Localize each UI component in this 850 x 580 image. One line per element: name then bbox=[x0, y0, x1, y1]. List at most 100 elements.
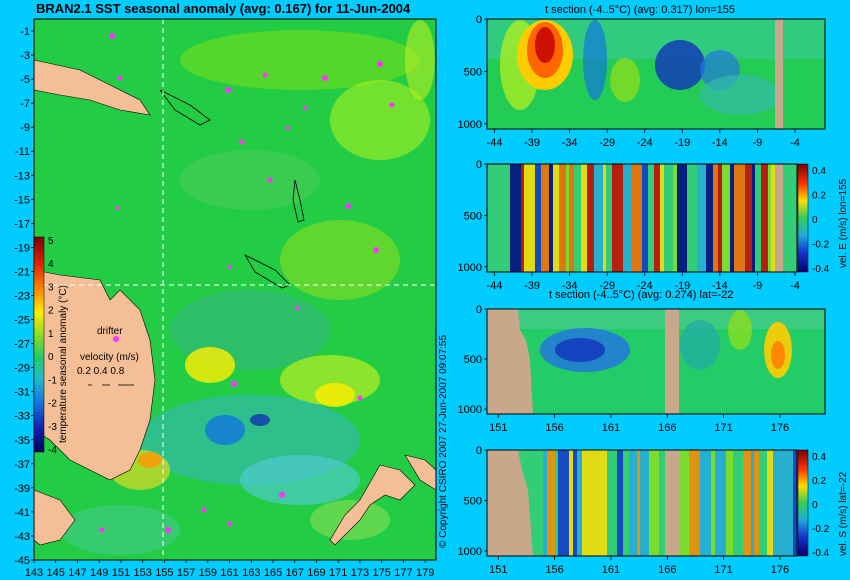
new-guinea bbox=[33, 59, 151, 116]
x-tick-label: 161 bbox=[602, 422, 620, 434]
y-tick-label: -21 bbox=[14, 266, 30, 278]
x-tick-label: 163 bbox=[242, 567, 260, 579]
y-tick-label: -27 bbox=[14, 339, 30, 351]
x-tick-label: 145 bbox=[47, 567, 65, 579]
drifter-label: drifter bbox=[97, 326, 123, 337]
vel-e-label: vel. E (m/s) lon=155 bbox=[838, 178, 849, 268]
x-tick-label: -44 bbox=[487, 280, 503, 292]
lat-t-y-ticks: 0 500 1000 bbox=[458, 304, 487, 416]
y-tick-label: -3 bbox=[20, 50, 30, 62]
section-title-lat: t section (-4..5°C) (avg: 0.274) lat=-22 bbox=[549, 289, 733, 301]
colorbar-tick-label: 5 bbox=[48, 236, 54, 247]
y-tick-label: -11 bbox=[15, 146, 30, 158]
t-section-lat bbox=[486, 308, 826, 415]
lat-v-x-ticks: 151 156 161 166 171 176 bbox=[489, 556, 789, 576]
velocity-scale: 0.2 0.4 0.8 bbox=[77, 366, 125, 377]
anomaly-map: 5 4 3 2 1 0 -1 -2 -3 -4 temperature seasonal anom… bbox=[14, 18, 437, 579]
colorbar-ticks: 5 4 3 2 1 0 -1 -2 -3 -4 bbox=[48, 236, 57, 456]
y-tick-label: -29 bbox=[14, 363, 30, 375]
vel-e-colorbar bbox=[797, 163, 809, 273]
x-tick-label: 176 bbox=[771, 564, 789, 576]
x-tick-label: 176 bbox=[771, 422, 789, 434]
x-tick-label: -39 bbox=[524, 137, 540, 149]
colorbar-tick-label: -4 bbox=[48, 445, 57, 456]
copyright: © Copyright CSIRO 2007 27-Jun-2007 09:07… bbox=[438, 335, 449, 548]
page-title: BRAN2.1 SST seasonal anomaly (avg: 0.167… bbox=[36, 1, 411, 16]
x-tick-label: -44 bbox=[487, 137, 503, 149]
t-section-lon bbox=[486, 18, 826, 130]
lon-t-x-ticks: -44 -39 -34 -29 -24 -19 -14 -9 -4 bbox=[487, 129, 800, 149]
x-tick-label: -19 bbox=[674, 137, 690, 149]
x-tick-label: 166 bbox=[658, 564, 676, 576]
y-tick-label: -33 bbox=[14, 411, 30, 423]
x-tick-label: 161 bbox=[602, 564, 620, 576]
y-tick-label: -35 bbox=[14, 435, 30, 447]
map-legend: drifter velocity (m/s) 0.2 0.4 0.8 bbox=[77, 326, 139, 386]
x-tick-label: 159 bbox=[199, 567, 217, 579]
y-tick-label: -17 bbox=[14, 218, 30, 230]
velocity-label: velocity (m/s) bbox=[80, 352, 139, 363]
x-tick-label: 157 bbox=[177, 567, 195, 579]
land-masses bbox=[33, 59, 437, 546]
x-tick-label: 156 bbox=[545, 422, 563, 434]
solomon-islands bbox=[159, 89, 211, 126]
colorbar-tick-label: 2 bbox=[48, 306, 54, 317]
new-zealand-south bbox=[329, 464, 416, 546]
x-tick-label: 169 bbox=[307, 567, 325, 579]
y-tick-label: -7 bbox=[20, 98, 30, 110]
y-tick-label: -31 bbox=[14, 387, 30, 399]
y-tick-label: 500 bbox=[464, 210, 482, 222]
y-tick-label: -5 bbox=[20, 74, 30, 86]
y-tick-label: 1000 bbox=[458, 119, 482, 131]
map-y-ticks: -1 -3 -5 -7 -9 -11 -13 -15 -17 -19 -21 -23 -25 -27 -29… bbox=[14, 26, 34, 567]
x-tick-label: 171 bbox=[329, 567, 347, 579]
x-tick-label: 153 bbox=[133, 567, 151, 579]
y-tick-label: -13 bbox=[14, 170, 30, 182]
y-tick-label: -43 bbox=[14, 531, 30, 543]
y-tick-label: -39 bbox=[14, 483, 30, 495]
y-tick-label: -25 bbox=[14, 315, 30, 327]
colorbar-tick-label: -2 bbox=[48, 399, 57, 410]
y-tick-label: -19 bbox=[14, 242, 30, 254]
x-tick-label: 147 bbox=[68, 567, 86, 579]
y-tick-label: 0 bbox=[476, 14, 482, 26]
colorbar-tick-label: 0 bbox=[48, 352, 54, 363]
colorbar-tick-label: 1 bbox=[48, 329, 54, 340]
new-caledonia bbox=[243, 254, 291, 289]
section-title-lon: t section (-4..5°C) (avg: 0.317) lon=155 bbox=[545, 4, 735, 16]
vanuatu bbox=[292, 179, 305, 223]
colorbar-tick-label: -0.2 bbox=[812, 240, 830, 251]
y-tick-label: 1000 bbox=[458, 404, 482, 416]
v-section-lat bbox=[486, 449, 798, 557]
y-tick-label: 1000 bbox=[458, 262, 482, 274]
y-tick-label: 0 bbox=[476, 159, 482, 171]
x-tick-label: -34 bbox=[562, 137, 578, 149]
y-tick-label: -1 bbox=[20, 26, 30, 38]
x-tick-label: -39 bbox=[524, 280, 540, 292]
vel-s-colorbar bbox=[797, 449, 809, 557]
y-tick-label: -9 bbox=[20, 122, 30, 134]
y-tick-label: -45 bbox=[14, 555, 30, 567]
x-tick-label: -34 bbox=[562, 280, 578, 292]
x-tick-label: 151 bbox=[112, 567, 130, 579]
x-tick-label: 161 bbox=[220, 567, 238, 579]
colorbar-tick-label: -3 bbox=[48, 422, 57, 433]
drifters bbox=[99, 33, 395, 533]
anomaly-field bbox=[60, 20, 435, 555]
x-tick-label: -9 bbox=[753, 137, 763, 149]
y-tick-label: -37 bbox=[14, 459, 30, 471]
y-tick-label: 0 bbox=[476, 445, 482, 457]
lat-t-x-ticks: 151 156 161 166 171 176 bbox=[489, 414, 789, 434]
x-tick-label: -9 bbox=[753, 280, 763, 292]
lon-u-x-ticks: -44 -39 -34 -29 -24 -19 -14 -9 -4 bbox=[487, 272, 800, 292]
anomaly-colorbar bbox=[33, 236, 45, 453]
x-tick-label: 166 bbox=[658, 422, 676, 434]
x-tick-label: -4 bbox=[790, 280, 800, 292]
x-tick-label: -19 bbox=[674, 280, 690, 292]
x-tick-label: 149 bbox=[90, 567, 108, 579]
x-tick-label: -4 bbox=[790, 137, 800, 149]
x-tick-label: 171 bbox=[714, 422, 732, 434]
x-tick-label: 171 bbox=[714, 564, 732, 576]
x-tick-label: 156 bbox=[545, 564, 563, 576]
lon-u-y-ticks: 0 500 1000 bbox=[458, 159, 487, 274]
